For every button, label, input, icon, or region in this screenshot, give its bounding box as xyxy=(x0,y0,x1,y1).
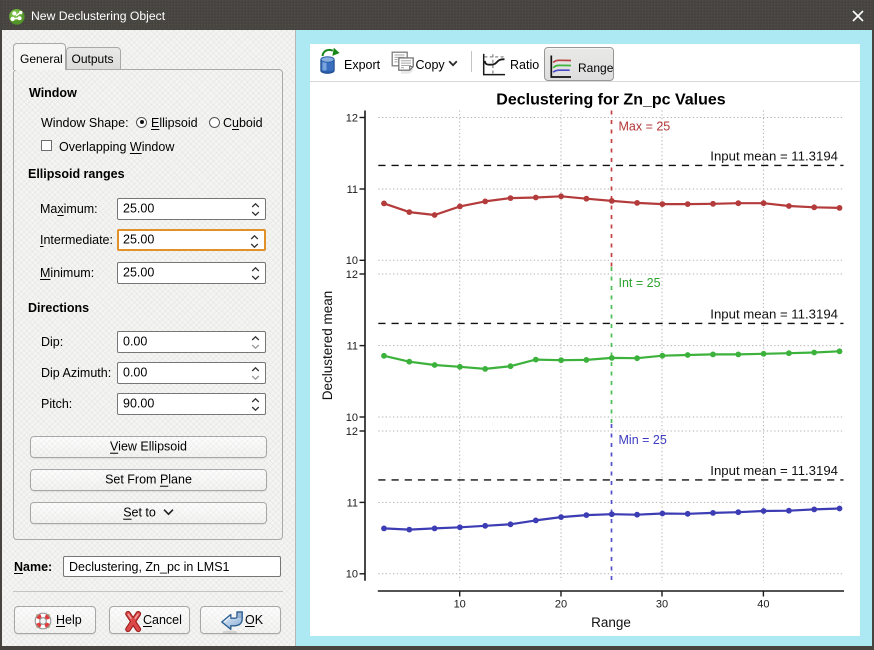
svg-text:Input mean = 11.3194: Input mean = 11.3194 xyxy=(710,307,838,322)
svg-text:40: 40 xyxy=(757,599,769,611)
svg-text:Declustered mean: Declustered mean xyxy=(320,291,335,401)
svg-text:11: 11 xyxy=(347,497,358,509)
svg-text:Range: Range xyxy=(591,615,631,630)
svg-text:12: 12 xyxy=(346,112,358,124)
svg-text:10: 10 xyxy=(346,569,358,581)
svg-text:20: 20 xyxy=(555,599,567,611)
svg-text:Input mean = 11.3194: Input mean = 11.3194 xyxy=(710,463,838,478)
svg-text:Input mean = 11.3194: Input mean = 11.3194 xyxy=(710,149,838,164)
svg-text:11: 11 xyxy=(347,341,358,353)
svg-text:10: 10 xyxy=(346,412,358,424)
svg-text:12: 12 xyxy=(346,269,358,281)
svg-text:10: 10 xyxy=(454,599,466,611)
svg-text:10: 10 xyxy=(346,255,358,267)
svg-text:Declustering for Zn_pc Values: Declustering for Zn_pc Values xyxy=(496,92,726,109)
svg-text:Min = 25: Min = 25 xyxy=(619,433,667,447)
svg-text:30: 30 xyxy=(656,599,668,611)
svg-text:Max = 25: Max = 25 xyxy=(619,119,671,133)
svg-text:11: 11 xyxy=(347,184,358,196)
svg-text:Int = 25: Int = 25 xyxy=(619,276,661,290)
svg-text:12: 12 xyxy=(346,426,358,438)
